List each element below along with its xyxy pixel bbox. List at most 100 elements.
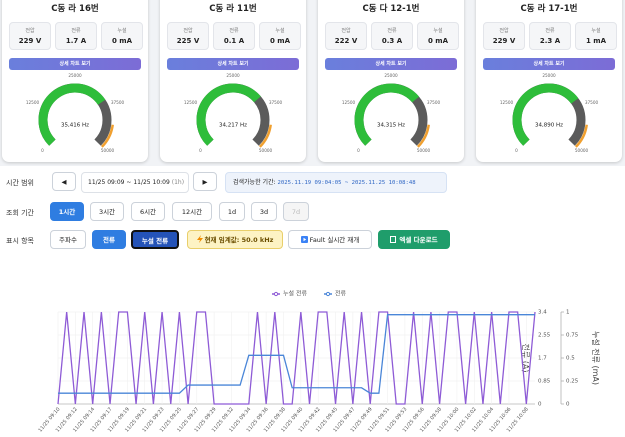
metric-box: 누설 0 mA bbox=[259, 22, 301, 50]
y-tick-label: 0.85 bbox=[538, 379, 551, 385]
gauge-tick-label: 12500 bbox=[500, 100, 514, 105]
gauge-tick-label: 50000 bbox=[575, 148, 589, 153]
card-area: C동 라 16번 전압 229 V 전류 1.7 A 누설 0 mA 상세 차트 보기 0 125… bbox=[0, 0, 625, 166]
gauge-warning bbox=[416, 124, 430, 148]
detail-button[interactable]: 상세 차트 보기 bbox=[325, 58, 457, 70]
card-title: C동 라 17-1번 bbox=[520, 4, 578, 14]
metric-value: 225 V bbox=[176, 37, 200, 45]
metric-label: 누설 bbox=[433, 28, 443, 34]
search-range-box: 검색가능한 기간: 2025.11.19 09:04:05 ~ 2025.11.… bbox=[225, 172, 447, 193]
device-card: C동 라 11번 전압 225 V 전류 0.1 A 누설 0 mA 상세 차트 보기 0 125… bbox=[160, 0, 306, 162]
y-tick-label: 1.7 bbox=[538, 356, 547, 362]
device-card: C동 다 12-1번 전압 222 V 전류 0.3 A 누설 0 mA 상세 차트 보기 0 1… bbox=[318, 0, 464, 162]
metric-box: 전류 0.3 A bbox=[371, 22, 413, 50]
metric-value: 222 V bbox=[334, 37, 358, 45]
gauge: 0 12500 25000 37500 50000 34,315 Hz bbox=[342, 73, 441, 153]
gauge-tick-label: 50000 bbox=[259, 148, 273, 153]
metric-label: 전압 bbox=[341, 28, 351, 34]
period-button[interactable]: 3시간 bbox=[90, 202, 124, 221]
current-toggle[interactable]: 전류 bbox=[92, 230, 126, 249]
metric-box: 전압 229 V bbox=[483, 22, 525, 50]
device-card: C동 라 16번 전압 229 V 전류 1.7 A 누설 0 mA 상세 차트 보기 0 125… bbox=[2, 0, 148, 162]
metric-value: 2.3 A bbox=[539, 37, 561, 45]
frequency-toggle[interactable]: 주파수 bbox=[50, 230, 86, 249]
search-range: 2025.11.19 09:04:05 ~ 2025.11.25 10:08:4… bbox=[277, 180, 416, 186]
excel-button[interactable]: 엑셀 다운로드 bbox=[378, 230, 450, 249]
metric-box: 전압 222 V bbox=[325, 22, 367, 50]
gauge-tick-label: 25000 bbox=[68, 73, 82, 78]
metric-label: 누설 bbox=[275, 28, 285, 34]
metric-box: 전압 225 V bbox=[167, 22, 209, 50]
range-duration: (1h) bbox=[171, 179, 185, 186]
gauge-warning bbox=[100, 124, 114, 148]
y-tick-label: 3.4 bbox=[538, 310, 547, 316]
range-text: 11/25 09:09 ~ 11/25 10:09 bbox=[88, 179, 170, 186]
metric-label: 전압 bbox=[25, 28, 35, 34]
gauge-tick-label: 50000 bbox=[417, 148, 431, 153]
legend-label: 누설 전류 bbox=[283, 290, 307, 298]
period-button: 7d bbox=[283, 202, 309, 221]
gauge-value bbox=[196, 83, 261, 146]
period-button[interactable]: 1시간 bbox=[50, 202, 84, 221]
gauge-value-label: 34,217 Hz bbox=[219, 123, 247, 129]
y2-tick-label: 1 bbox=[566, 310, 570, 316]
legend-dot bbox=[273, 291, 279, 297]
gauge: 0 12500 25000 37500 50000 35,416 Hz bbox=[26, 73, 125, 153]
gauge-value-label: 34,315 Hz bbox=[377, 123, 405, 129]
metric-label: 전압 bbox=[183, 28, 193, 34]
metric-label: 전압 bbox=[499, 28, 509, 34]
gauge-warning bbox=[574, 124, 588, 148]
series-line bbox=[58, 314, 535, 394]
metric-value: 0 mA bbox=[111, 37, 133, 45]
period-button[interactable]: 12시간 bbox=[172, 202, 212, 221]
next-button[interactable]: ▶ bbox=[193, 172, 217, 191]
threshold-text: 현재 임계값: 50.0 kHz bbox=[204, 236, 274, 244]
gauge-warning bbox=[258, 124, 272, 148]
gauge-tick-label: 37500 bbox=[111, 100, 125, 105]
time-range-label: 시간 범위 bbox=[6, 179, 34, 187]
prev-button[interactable]: ◀ bbox=[52, 172, 76, 191]
metric-value: 1.7 A bbox=[65, 37, 87, 45]
period-button[interactable]: 6시간 bbox=[131, 202, 165, 221]
excel-text: 엑셀 다운로드 bbox=[399, 236, 438, 244]
gauge-tick-label: 0 bbox=[41, 148, 44, 153]
detail-button[interactable]: 상세 차트 보기 bbox=[483, 58, 615, 70]
range-box: 11/25 09:09 ~ 11/25 10:09 (1h) bbox=[81, 172, 189, 193]
y-tick-label: 0 bbox=[538, 402, 542, 408]
series-line bbox=[57, 311, 536, 405]
fault-button[interactable]: Fault 실시간 재개 bbox=[288, 230, 372, 249]
search-label: 검색가능한 기간: bbox=[233, 179, 276, 186]
metric-label: 전류 bbox=[71, 28, 81, 34]
gauge-tick-label: 37500 bbox=[585, 100, 599, 105]
y2-tick-label: 0.75 bbox=[566, 333, 579, 339]
device-card: C동 라 17-1번 전압 229 V 전류 2.3 A 누설 1 mA 상세 차트 보기 0 1… bbox=[476, 0, 622, 162]
leakage-toggle[interactable]: 누설 전류 bbox=[131, 230, 179, 249]
detail-button[interactable]: 상세 차트 보기 bbox=[167, 58, 299, 70]
card-title: C동 라 11번 bbox=[209, 4, 257, 14]
gauge-tick-label: 12500 bbox=[184, 100, 198, 105]
period-button[interactable]: 1d bbox=[219, 202, 245, 221]
metric-label: 전류 bbox=[387, 28, 397, 34]
play-icon bbox=[300, 236, 308, 243]
gauge-tick-label: 25000 bbox=[384, 73, 398, 78]
metric-value: 0 mA bbox=[427, 37, 449, 45]
metric-box: 전류 1.7 A bbox=[55, 22, 97, 50]
period-button[interactable]: 3d bbox=[251, 202, 277, 221]
gauge-tick-label: 0 bbox=[357, 148, 360, 153]
period-label: 조회 기간 bbox=[6, 209, 34, 217]
fault-text: Fault 실시간 재개 bbox=[309, 236, 360, 244]
metric-label: 전류 bbox=[229, 28, 239, 34]
gauge-value-label: 35,416 Hz bbox=[61, 123, 89, 129]
display-label: 표시 항목 bbox=[6, 237, 34, 245]
gauge-value bbox=[354, 83, 420, 146]
y2-axis-title: 누설 전류 (mA) bbox=[591, 331, 601, 385]
threshold-badge[interactable]: 현재 임계값: 50.0 kHz bbox=[187, 230, 283, 249]
gauge-tick-label: 0 bbox=[515, 148, 518, 153]
gauge-tick-label: 50000 bbox=[101, 148, 115, 153]
detail-button[interactable]: 상세 차트 보기 bbox=[9, 58, 141, 70]
metric-label: 누설 bbox=[591, 28, 601, 34]
gauge: 0 12500 25000 37500 50000 34,890 Hz bbox=[500, 73, 599, 153]
gauge-tick-label: 37500 bbox=[269, 100, 283, 105]
metric-value: 229 V bbox=[18, 37, 42, 45]
